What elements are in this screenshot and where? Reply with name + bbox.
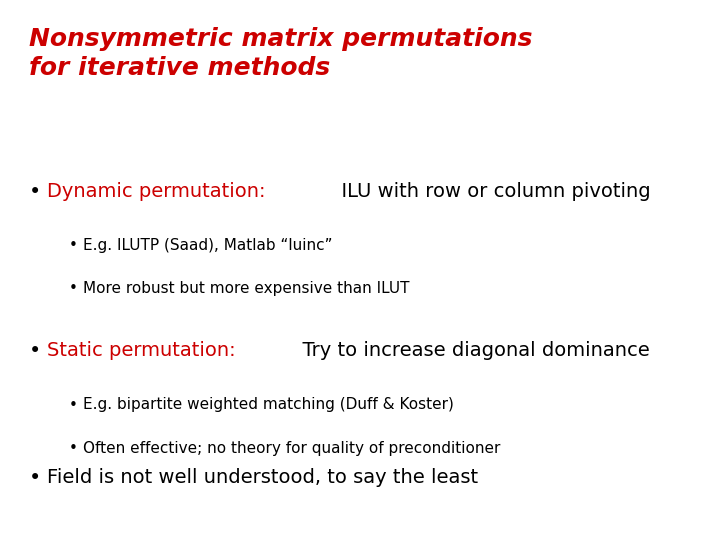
Text: Dynamic permutation:: Dynamic permutation: — [47, 182, 265, 201]
Text: Often effective; no theory for quality of preconditioner: Often effective; no theory for quality o… — [83, 441, 500, 456]
Text: Field is not well understood, to say the least: Field is not well understood, to say the… — [47, 468, 478, 488]
Text: E.g. ILUTP (Saad), Matlab “luinc”: E.g. ILUTP (Saad), Matlab “luinc” — [83, 238, 333, 253]
Text: •: • — [29, 341, 41, 361]
Text: •: • — [29, 468, 41, 488]
Text: ILU with row or column pivoting: ILU with row or column pivoting — [329, 182, 650, 201]
Text: •: • — [68, 281, 77, 296]
Text: Static permutation:: Static permutation: — [47, 341, 235, 361]
Text: More robust but more expensive than ILUT: More robust but more expensive than ILUT — [83, 281, 409, 296]
Text: •: • — [68, 441, 77, 456]
Text: E.g. bipartite weighted matching (Duff & Koster): E.g. bipartite weighted matching (Duff &… — [83, 397, 454, 413]
Text: •: • — [29, 181, 41, 202]
Text: •: • — [68, 397, 77, 413]
Text: Try to increase diagonal dominance: Try to increase diagonal dominance — [290, 341, 650, 361]
Text: •: • — [68, 238, 77, 253]
Text: Nonsymmetric matrix permutations
for iterative methods: Nonsymmetric matrix permutations for ite… — [29, 27, 532, 80]
